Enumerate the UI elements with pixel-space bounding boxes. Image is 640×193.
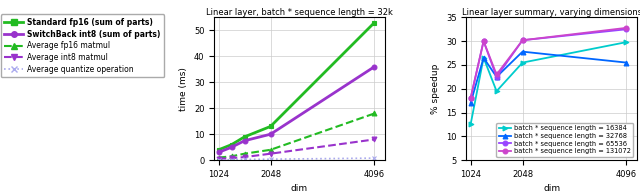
batch * sequence length = 131072 — [623, 27, 630, 29]
batch * sequence length = 131072 — [480, 40, 488, 42]
batch * sequence length = 32768 — [480, 57, 488, 59]
batch * sequence length = 16384 — [467, 123, 474, 126]
Y-axis label: time (ms): time (ms) — [179, 67, 188, 111]
batch * sequence length = 16384 — [480, 57, 488, 59]
Legend: Standard fp16 (sum of parts), SwitchBack int8 (sum of parts), Average fp16 matmu: Standard fp16 (sum of parts), SwitchBack… — [1, 14, 164, 77]
batch * sequence length = 32768 — [518, 51, 526, 53]
X-axis label: dim: dim — [543, 185, 560, 193]
batch * sequence length = 32768 — [467, 102, 474, 104]
batch * sequence length = 65536 — [623, 28, 630, 30]
batch * sequence length = 16384 — [493, 90, 500, 92]
Title: Linear layer, batch * sequence length = 32k: Linear layer, batch * sequence length = … — [206, 8, 393, 17]
batch * sequence length = 65536 — [493, 76, 500, 78]
batch * sequence length = 131072 — [518, 39, 526, 41]
Title: Linear layer summary, varying dimensions: Linear layer summary, varying dimensions — [461, 8, 640, 17]
Legend: batch * sequence length = 16384, batch * sequence length = 32768, batch * sequen: batch * sequence length = 16384, batch *… — [497, 123, 634, 157]
Line: batch * sequence length = 131072: batch * sequence length = 131072 — [468, 25, 629, 101]
batch * sequence length = 65536 — [518, 39, 526, 41]
batch * sequence length = 16384 — [518, 61, 526, 64]
Y-axis label: % speedup: % speedup — [431, 63, 440, 114]
batch * sequence length = 16384 — [623, 41, 630, 43]
batch * sequence length = 65536 — [467, 97, 474, 99]
batch * sequence length = 65536 — [480, 40, 488, 42]
X-axis label: dim: dim — [291, 185, 308, 193]
Line: batch * sequence length = 65536: batch * sequence length = 65536 — [468, 27, 629, 101]
batch * sequence length = 131072 — [493, 73, 500, 76]
batch * sequence length = 32768 — [623, 61, 630, 64]
batch * sequence length = 131072 — [467, 97, 474, 99]
Line: batch * sequence length = 32768: batch * sequence length = 32768 — [468, 49, 629, 106]
batch * sequence length = 32768 — [493, 76, 500, 78]
Line: batch * sequence length = 16384: batch * sequence length = 16384 — [468, 40, 629, 127]
